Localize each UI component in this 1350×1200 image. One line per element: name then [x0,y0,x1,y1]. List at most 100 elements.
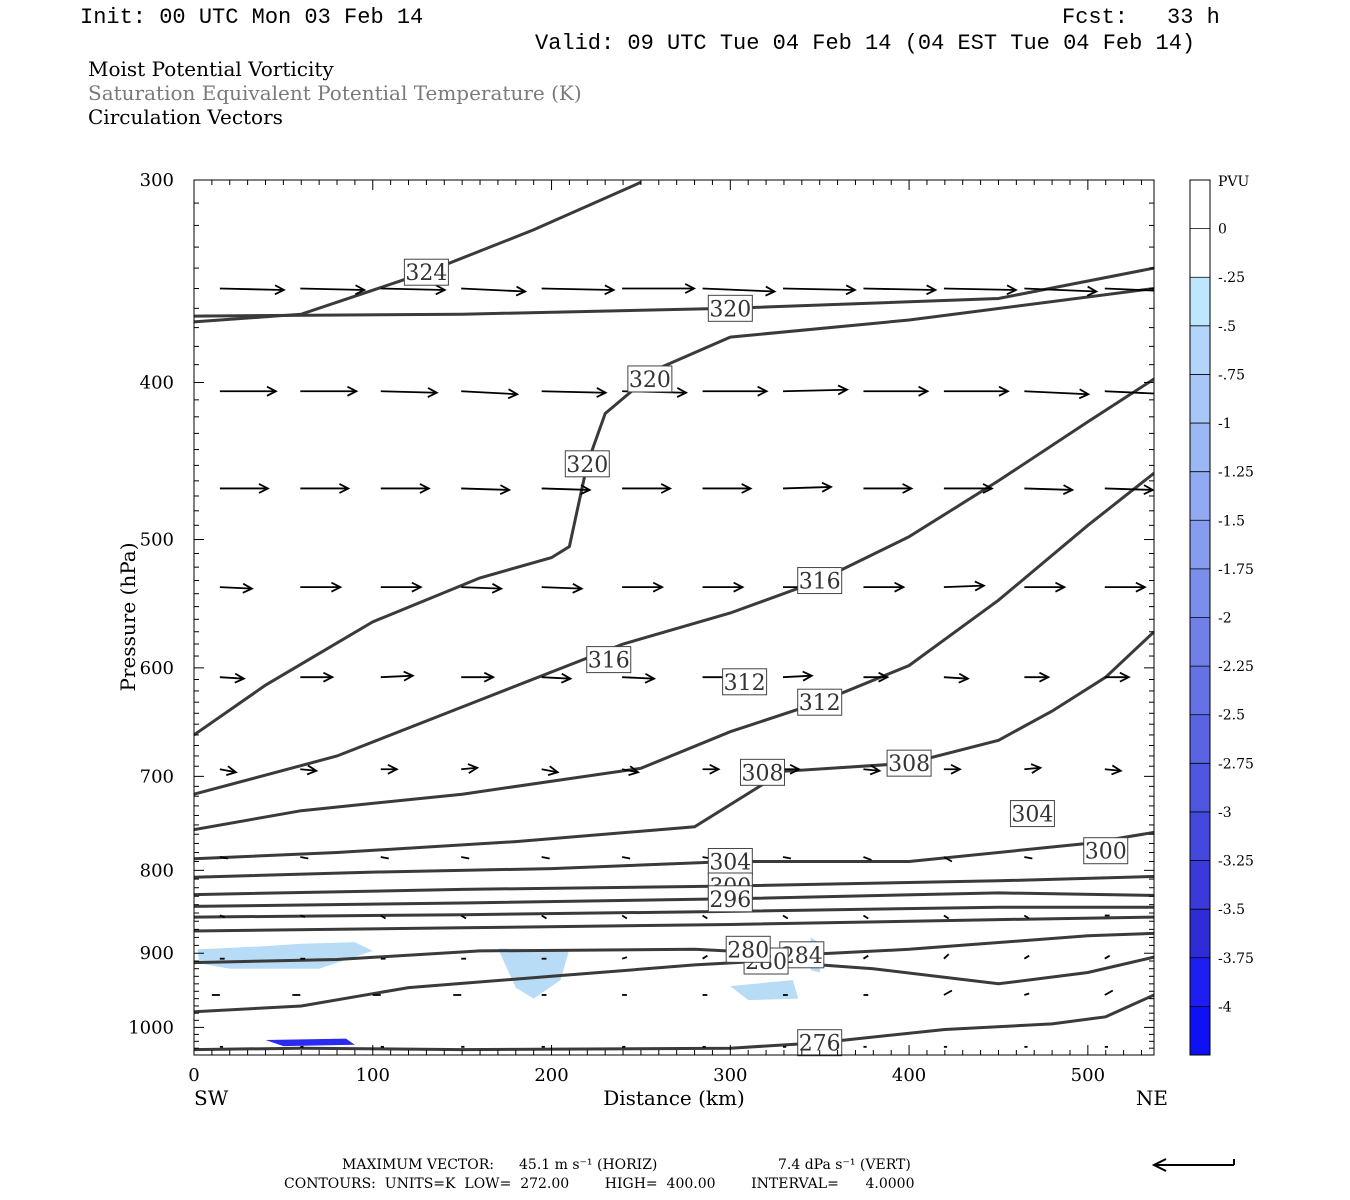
vector-2-3 [461,484,512,496]
vector-1-9 [943,385,1010,397]
max-vector-vert: 7.4 dPa s⁻¹ (VERT) [778,1157,911,1173]
vector-0-0 [219,284,286,296]
vector-5-11 [1104,764,1123,776]
colorbar-label-4: -1 [1218,416,1232,432]
vector-8-8 [862,954,869,960]
x-tick-label-200: 200 [534,1065,568,1086]
vector-3-6 [702,581,745,593]
vector-2-5 [622,483,673,494]
vector-2-10 [1024,484,1075,496]
vector-7-9 [943,914,950,920]
vector-0-10 [1024,285,1099,297]
vector-3-1 [300,581,343,593]
colorbar-swatch-11 [1190,714,1210,764]
vector-5-4 [541,765,560,776]
colorbar-label-0: 0 [1218,222,1227,238]
contour-label-316-3: 316 [797,567,843,595]
colorbar-label-5: -1.25 [1218,465,1254,481]
colorbar-swatch-8 [1190,568,1210,618]
vector-8-10 [1023,954,1030,960]
vector-0-7 [782,284,857,296]
vector-6-8 [863,856,872,861]
vector-3-10 [1024,581,1067,593]
vector-4-1 [300,671,335,683]
colorbar-swatch-6 [1190,471,1210,521]
vector-0-1 [300,284,367,296]
colorbar-label-13: -3.25 [1218,854,1254,870]
circulation-vectors [211,283,1154,1048]
axis-ticks: 0 100 200 300 400 500 300 400 500 600 700 800 900 100… [128,170,1154,1086]
svg-text:304: 304 [1011,803,1053,828]
colorbar-swatch-15 [1190,909,1210,959]
contour-label-extra-5: 300 [1083,837,1129,865]
contour-label-324-0: 324 [403,258,449,286]
valid-time: Valid: 09 UTC Tue 04 Feb 14 (04 EST Tue … [535,31,1196,56]
vector-2-6 [702,483,753,494]
colorbar-label-8: -2 [1218,611,1232,627]
contour-label-extra-3: 308 [739,758,785,786]
contour-280-12 [194,955,1154,1014]
vector-4-3 [461,671,496,683]
vector-0-11 [1104,287,1154,292]
vector-3-3 [461,582,504,594]
svg-text:316: 316 [799,570,841,595]
vector-3-11 [1104,581,1147,593]
field-title-vectors: Circulation Vectors [88,105,283,129]
vector-6-3 [461,856,470,860]
svg-text:280: 280 [727,938,769,963]
vector-0-4 [541,284,616,296]
contour-288-10 [194,915,1154,933]
colorbar-swatch-0 [1190,180,1210,230]
contour-label-320-1: 320 [707,294,753,322]
plot-frame [193,179,1155,1056]
colorbar-label-14: -3.5 [1218,902,1245,918]
pv-fill-layer [197,937,824,1047]
reference-vector-icon [1151,1158,1235,1172]
contour-label-304-6: 304 [707,847,753,875]
colorbar-swatch-3 [1190,325,1210,375]
vector-2-9 [943,483,994,494]
colorbar-label-2: -.5 [1218,319,1236,335]
contour-312-4 [194,472,1154,832]
vector-6-2 [380,856,389,860]
vector-2-2 [380,483,431,494]
vector-8-9 [943,953,950,960]
colorbar-label-7: -1.75 [1218,562,1254,578]
vector-2-7 [782,481,833,493]
vector-5-0 [219,765,238,776]
x-tick-label-500: 500 [1071,1065,1105,1086]
vector-5-9 [943,763,962,775]
max-vector-horiz: 45.1 m s⁻¹ (HORIZ) [519,1157,658,1173]
y-tick-label-500: 500 [140,530,174,551]
colorbar-label-16: -4 [1218,999,1232,1015]
vector-9-10 [1024,992,1030,996]
svg-text:312: 312 [724,671,766,696]
init-time: Init: 00 UTC Mon 03 Feb 14 [80,5,424,30]
vector-1-10 [1024,388,1091,400]
vector-5-8 [863,764,882,776]
contour-label-320-2: 320 [564,450,610,478]
vector-3-8 [863,581,906,593]
pv-region-4 [265,1038,355,1047]
vector-4-2 [380,670,415,682]
vector-6-9 [943,856,953,863]
colorbar-swatch-1 [1190,228,1210,278]
vector-1-8 [863,385,930,397]
colorbar-label-12: -3 [1218,805,1232,821]
x-tick-label-400: 400 [892,1065,926,1086]
forecast-label: Fcst: [1062,5,1129,30]
vector-4-5 [622,672,657,684]
vector-2-11 [1104,484,1154,496]
svg-text:308: 308 [741,761,783,786]
colorbar-label-10: -2.5 [1218,708,1245,724]
vector-9-9 [943,989,953,996]
field-title-thetaes: Saturation Equivalent Potential Temperat… [88,81,582,105]
vector-0-8 [863,284,938,296]
vector-5-6 [702,763,721,775]
colorbar-swatch-13 [1190,811,1210,862]
y-tick-label-400: 400 [140,372,174,393]
colorbar-swatch-5 [1190,423,1210,473]
cross-section-chart: 3243203203163123083043002962842802763203… [116,170,1254,1110]
vector-4-10 [1024,671,1051,683]
vector-3-5 [622,581,665,593]
